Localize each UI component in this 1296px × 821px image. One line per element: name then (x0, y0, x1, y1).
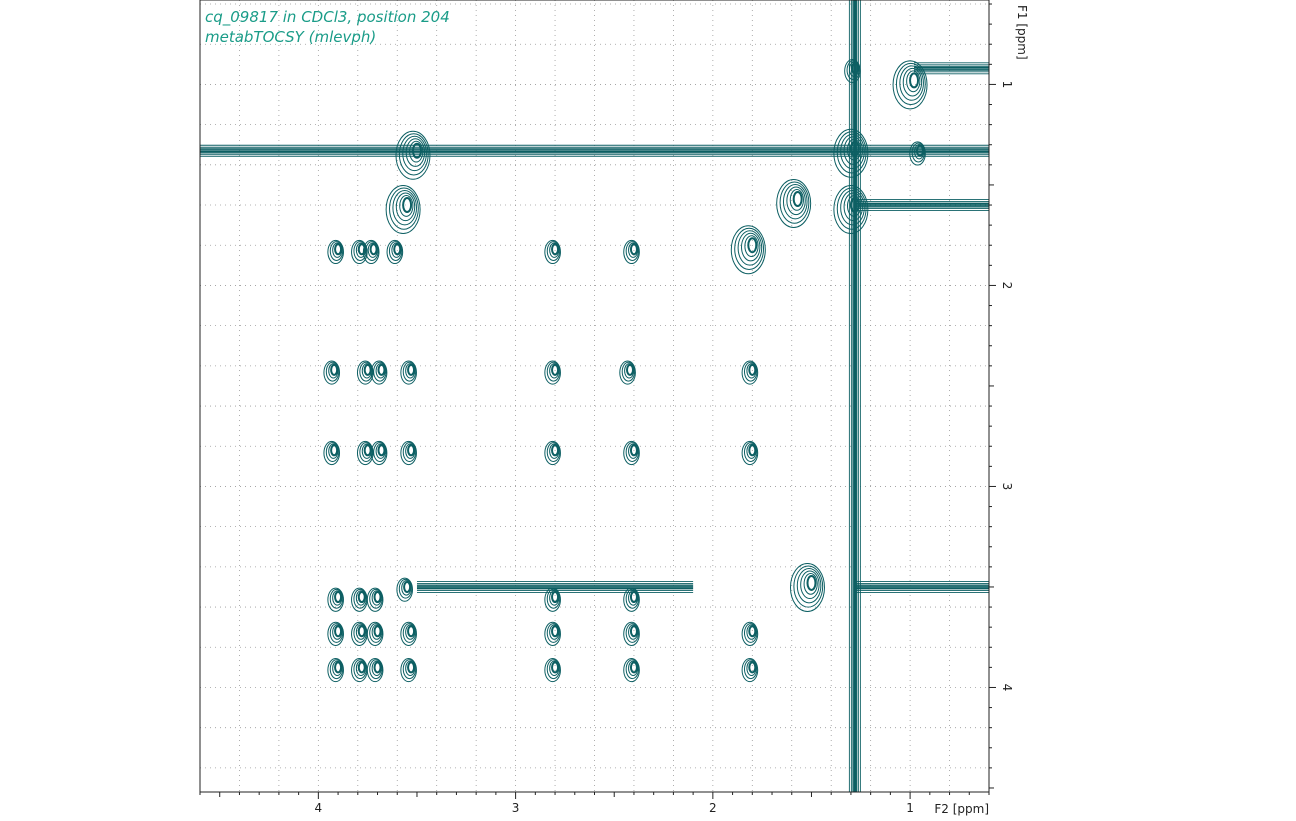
ridge (854, 199, 989, 211)
cross-peak (366, 621, 384, 646)
diagonal-peak (892, 60, 928, 110)
cross-peak (366, 657, 384, 683)
cross-peak (623, 587, 640, 612)
cross-peak (623, 621, 640, 646)
x-tick-label: 3 (512, 801, 520, 815)
cross-peak (909, 141, 926, 166)
y-tick-label: 2 (1000, 282, 1014, 290)
cross-peak (386, 239, 404, 265)
cross-peak (323, 440, 341, 466)
cross-peak (366, 587, 384, 612)
cross-peak (323, 360, 341, 385)
x-tick-label: 2 (709, 801, 717, 815)
cross-peak (844, 58, 861, 84)
cross-peak (327, 621, 344, 646)
x-tick-label: 4 (315, 801, 323, 815)
ridge (848, 0, 861, 792)
cross-peak (741, 621, 759, 646)
cross-peak (544, 440, 561, 466)
x-tick-label: 1 (906, 801, 914, 815)
cross-peak (351, 657, 368, 683)
cross-peak (327, 587, 344, 612)
cross-peak (544, 587, 561, 612)
ridge (416, 581, 694, 593)
cross-peak (351, 621, 368, 646)
y-tick-label: 4 (1000, 684, 1014, 692)
cross-peak (400, 440, 417, 466)
y-tick-label: 3 (1000, 483, 1014, 491)
diagonal-peak (789, 562, 825, 612)
grid-lines (199, 0, 990, 792)
diagonal-peak (395, 130, 431, 180)
diagonal-peak (385, 185, 421, 235)
cross-peak (741, 360, 759, 385)
cross-peak (741, 440, 759, 466)
cross-peak (544, 360, 561, 385)
cross-peak (362, 239, 380, 265)
x-axis-label: F2 [ppm] (934, 802, 989, 816)
title-line-2: metabTOCSY (mlevph) (205, 28, 376, 46)
cross-peak (619, 360, 636, 385)
y-tick-label: 1 (1000, 81, 1014, 89)
cross-peak (400, 621, 417, 646)
cross-peak (351, 587, 368, 612)
cross-peak (327, 657, 344, 683)
cross-peak (396, 577, 414, 602)
cross-peak (623, 239, 640, 265)
diagonal-peak (833, 128, 869, 178)
diagonal-peak (730, 225, 766, 275)
diagonal-peak (833, 185, 869, 235)
cross-peak (623, 440, 640, 466)
contour-layer (200, 0, 989, 792)
ridge (854, 581, 989, 593)
cross-peak (327, 239, 344, 265)
cross-peak (356, 440, 374, 466)
cross-peak (370, 440, 388, 466)
axes: 4 3 2 1 1 2 3 4 (199, 3, 1014, 815)
cross-peak (400, 360, 417, 385)
cross-peak (356, 360, 374, 385)
cross-peak (544, 239, 561, 265)
cross-peak (544, 657, 561, 683)
cross-peak (400, 657, 417, 683)
cross-peak (351, 239, 368, 265)
cross-peak (623, 657, 640, 683)
diagonal-peak (776, 179, 812, 229)
cross-peak (741, 657, 759, 683)
cross-peak (544, 621, 561, 646)
title-line-1: cq_09817 in CDCl3, position 204 (205, 8, 450, 27)
ridge (914, 62, 989, 75)
cross-peak (370, 360, 388, 385)
y-axis-label: F1 [ppm] (1015, 5, 1029, 60)
